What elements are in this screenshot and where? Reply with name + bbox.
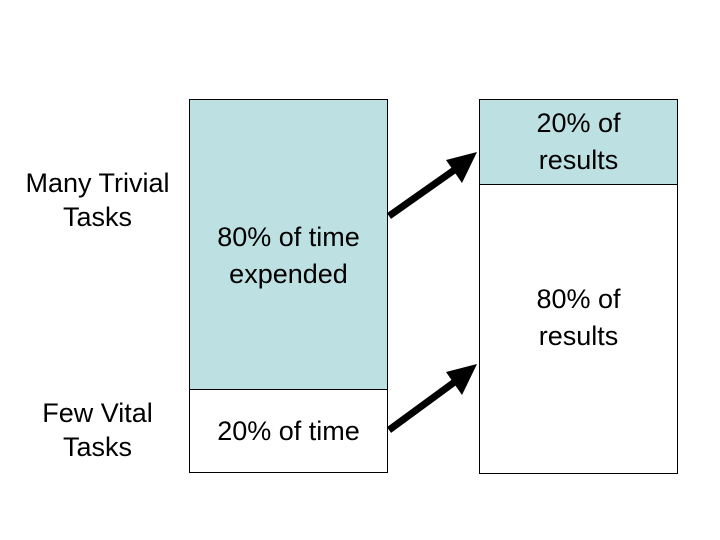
many-trivial-tasks-label: Many Trivial Tasks — [25, 168, 170, 232]
time-20-label: 20% of time — [217, 415, 360, 446]
results-80-label: 80% of results — [536, 284, 621, 351]
time-80-segment: 80% of time expended — [189, 99, 388, 390]
arrow-right-up-icon — [386, 364, 477, 433]
time-20-segment: 20% of time — [189, 389, 388, 473]
results-20-segment: 20% of results — [479, 99, 678, 185]
arrow-right-up-icon — [386, 152, 477, 219]
few-vital-tasks-label: Few Vital Tasks — [42, 398, 153, 462]
time-80-label: 80% of time expended — [217, 221, 360, 289]
results-80-segment: 80% of results — [479, 184, 678, 474]
results-20-label: 20% of results — [536, 108, 621, 175]
